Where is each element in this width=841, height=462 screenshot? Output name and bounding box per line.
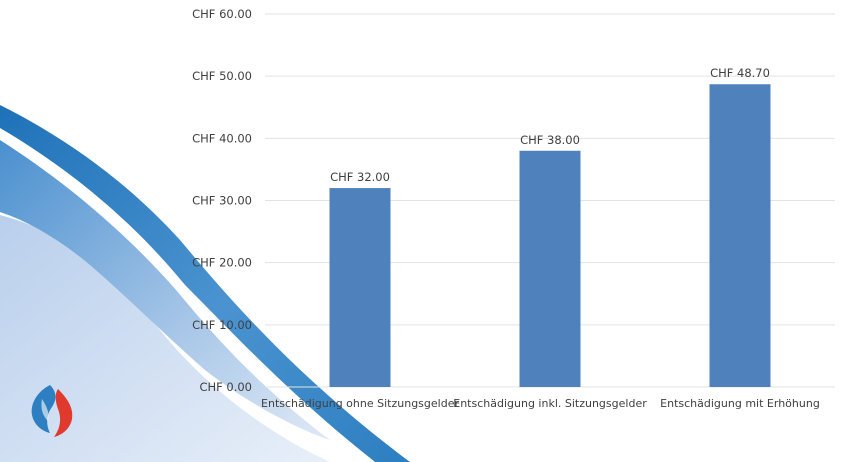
y-tick-label: CHF 50.00 [192,69,252,83]
bar [709,84,771,387]
x-tick-label: Entschädigung inkl. Sitzungsgelder [453,397,647,410]
bars [329,84,771,387]
y-tick-label: CHF 60.00 [192,7,252,21]
wave-dark [0,105,410,462]
y-tick-label: CHF 10.00 [192,318,252,332]
y-tick-label: CHF 20.00 [192,256,252,270]
wave-mid [0,140,330,440]
wave-light [0,215,330,462]
decorative-waves [0,105,410,462]
logo-icon [31,385,73,437]
y-tick-label: CHF 40.00 [192,131,252,145]
data-labels: CHF 32.00 CHF 38.00 CHF 48.70 [330,66,770,184]
bar [329,188,391,387]
y-axis: CHF 0.00 CHF 10.00 CHF 20.00 CHF 30.00 CHF 4… [192,7,252,394]
x-tick-label: Entschädigung ohne Sitzungsgelder [261,397,459,410]
data-label: CHF 48.70 [710,66,770,80]
wave-white-stripe [0,128,375,462]
x-axis: Entschädigung ohne SitzungsgelderEntschä… [261,397,820,410]
x-tick-label: Entschädigung mit Erhöhung [660,397,820,410]
data-label: CHF 32.00 [330,170,390,184]
data-label: CHF 38.00 [520,133,580,147]
bar [519,150,581,387]
y-tick-label: CHF 0.00 [199,380,252,394]
y-tick-label: CHF 30.00 [192,194,252,208]
